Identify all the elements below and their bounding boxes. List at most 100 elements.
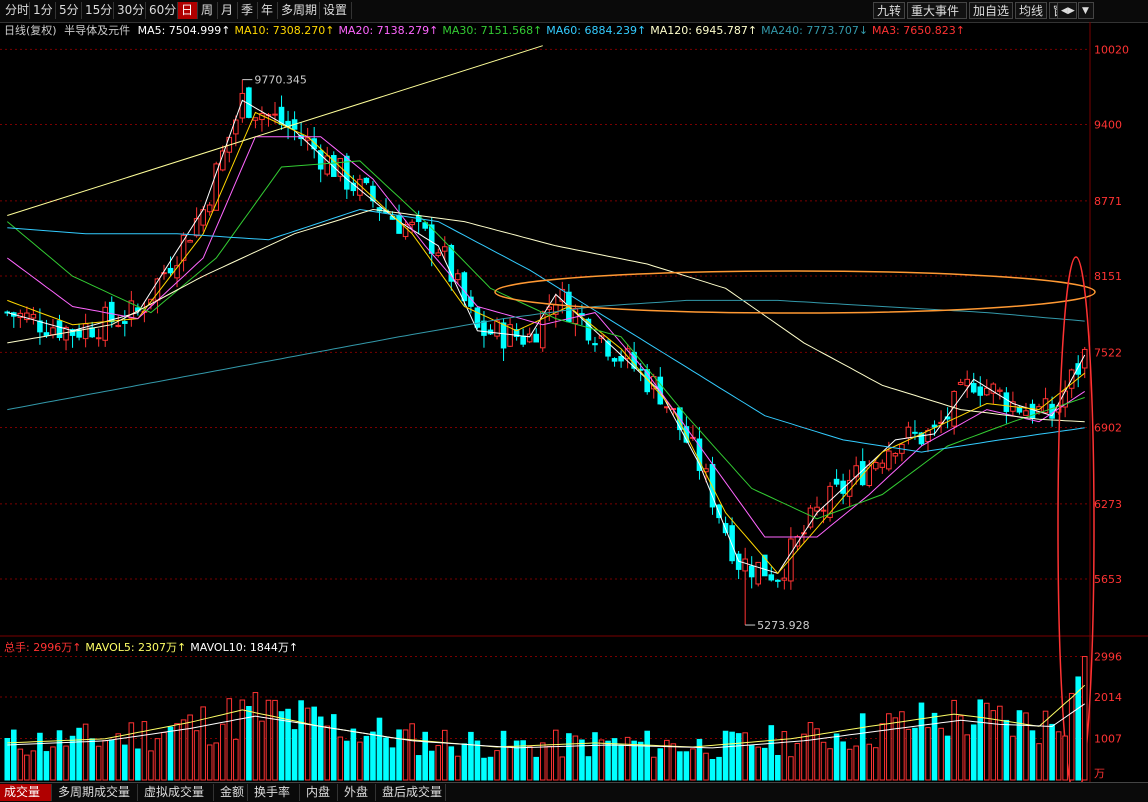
period-tab-2[interactable]: 5分 xyxy=(56,2,82,19)
candle-body-127 xyxy=(833,478,840,485)
candle-body-113 xyxy=(742,558,748,572)
volume-bar-120 xyxy=(788,756,794,781)
candle-body-25 xyxy=(167,267,174,274)
ma-legend-item-6: MA240: 7773.707↓ xyxy=(761,24,869,37)
volume-bar-29 xyxy=(193,730,200,781)
period-tab-12[interactable]: 设置 xyxy=(320,2,352,19)
volume-bar-139 xyxy=(912,727,918,781)
candle-body-27 xyxy=(180,234,187,261)
candle-body-38 xyxy=(252,117,259,121)
toolbar-button-1[interactable]: 重大事件 xyxy=(907,2,967,19)
volume-bar-73 xyxy=(481,757,487,781)
toolbar-button-3[interactable]: 均线 xyxy=(1015,2,1047,19)
volume-bar-37 xyxy=(246,706,252,781)
volume-bar-16 xyxy=(108,739,115,781)
candle-body-31 xyxy=(206,204,213,213)
volume-bar-97 xyxy=(637,741,644,781)
candle-body-68 xyxy=(448,244,455,282)
candle-body-133 xyxy=(872,462,879,470)
ma-legend-item-0: MA5: 7504.999↑ xyxy=(137,24,231,37)
volume-bar-26 xyxy=(174,723,180,781)
indicator-tab-3[interactable]: 金额 xyxy=(216,784,248,801)
volume-bar-71 xyxy=(468,731,474,781)
dropdown-arrow-icon[interactable]: ▼ xyxy=(1078,2,1094,19)
volume-bar-1 xyxy=(11,729,17,781)
candle-body-69 xyxy=(455,273,461,281)
volume-bar-36 xyxy=(239,699,246,781)
volume-bar-144 xyxy=(944,735,951,781)
volume-bar-89 xyxy=(585,756,592,781)
volume-bar-78 xyxy=(513,740,520,781)
price-tick-1: 9400 xyxy=(1094,119,1122,132)
period-tab-3[interactable]: 15分 xyxy=(82,2,114,19)
candle-body-81 xyxy=(533,333,539,343)
volume-bar-82 xyxy=(539,742,546,781)
volume-bar-159 xyxy=(1042,710,1049,781)
candle-body-146 xyxy=(957,381,964,385)
candle-body-114 xyxy=(748,565,755,578)
indicator-tab-0[interactable]: 成交量 xyxy=(0,784,52,801)
price-tick-6: 6273 xyxy=(1094,498,1122,511)
candle-body-87 xyxy=(572,307,579,325)
candle-body-123 xyxy=(807,507,814,528)
candle-body-3 xyxy=(24,312,30,321)
volume-bar-98 xyxy=(644,730,651,781)
toolbar-button-2[interactable]: 加自选 xyxy=(969,2,1013,19)
volume-bar-138 xyxy=(905,728,912,781)
volume-bar-27 xyxy=(180,719,187,781)
period-tab-4[interactable]: 30分 xyxy=(114,2,146,19)
indicator-tab-7[interactable]: 盘后成交量 xyxy=(378,784,446,801)
volume-bar-72 xyxy=(474,740,481,781)
volume-bar-157 xyxy=(1029,730,1036,781)
volume-bar-107 xyxy=(703,752,709,781)
volume-bar-5 xyxy=(37,732,43,781)
volume-bar-163 xyxy=(1068,692,1075,781)
volume-bar-158 xyxy=(1036,743,1042,781)
toolbar-button-0[interactable]: 九转 xyxy=(873,2,905,19)
scroll-arrows-icon[interactable]: ◀▶ xyxy=(1057,2,1077,19)
period-tab-0[interactable]: 分时 xyxy=(2,2,30,19)
legend-prefix: 日线(复权) xyxy=(4,24,57,37)
candle-body-24 xyxy=(161,272,167,275)
volume-bar-137 xyxy=(899,711,905,781)
volume-bar-132 xyxy=(866,743,873,781)
volume-bar-4 xyxy=(30,750,37,781)
indicator-tab-6[interactable]: 外盘 xyxy=(340,784,376,801)
candlestick-chart[interactable]: 10020 9400 8771 8151 7522 6902 6273 5653 2996 201… xyxy=(0,22,1148,782)
candle-body-49 xyxy=(324,155,331,175)
candle-body-140 xyxy=(918,432,925,445)
indicator-tab-2[interactable]: 虚拟成交量 xyxy=(140,784,214,801)
candle-body-129 xyxy=(846,479,853,497)
period-tab-9[interactable]: 季 xyxy=(238,2,258,19)
vol-ma-line-mavol5 xyxy=(7,684,1086,748)
candle-body-57 xyxy=(376,207,383,212)
annotation-label-1: 5273.928 xyxy=(757,619,810,632)
period-tab-10[interactable]: 年 xyxy=(258,2,278,19)
candle-body-93 xyxy=(611,358,618,362)
period-tab-6[interactable]: 日 xyxy=(178,2,198,19)
period-tab-5[interactable]: 60分 xyxy=(146,2,178,19)
legend-name: 半导体及元件 xyxy=(64,24,131,37)
volume-bar-102 xyxy=(670,743,677,781)
volume-bar-61 xyxy=(402,729,409,781)
volume-bar-114 xyxy=(748,745,755,781)
volume-bar-79 xyxy=(520,740,526,781)
volume-bar-118 xyxy=(775,754,781,781)
candle-body-17 xyxy=(115,324,122,327)
period-tab-1[interactable]: 1分 xyxy=(30,2,56,19)
candle-body-98 xyxy=(644,369,651,393)
candle-body-138 xyxy=(905,426,912,439)
period-tab-7[interactable]: 周 xyxy=(198,2,218,19)
period-tab-11[interactable]: 多周期 xyxy=(278,2,320,19)
indicator-tab-1[interactable]: 多周期成交量 xyxy=(54,784,138,801)
candle-body-118 xyxy=(775,579,781,582)
candle-body-12 xyxy=(82,323,89,340)
indicator-tab-4[interactable]: 换手率 xyxy=(250,784,300,801)
indicator-tab-5[interactable]: 内盘 xyxy=(302,784,338,801)
volume-bar-2 xyxy=(17,748,24,781)
volume-bar-93 xyxy=(611,738,618,781)
candle-body-106 xyxy=(696,438,703,471)
volume-bar-68 xyxy=(448,746,455,781)
price-tick-7: 5653 xyxy=(1094,573,1122,586)
period-tab-8[interactable]: 月 xyxy=(218,2,238,19)
